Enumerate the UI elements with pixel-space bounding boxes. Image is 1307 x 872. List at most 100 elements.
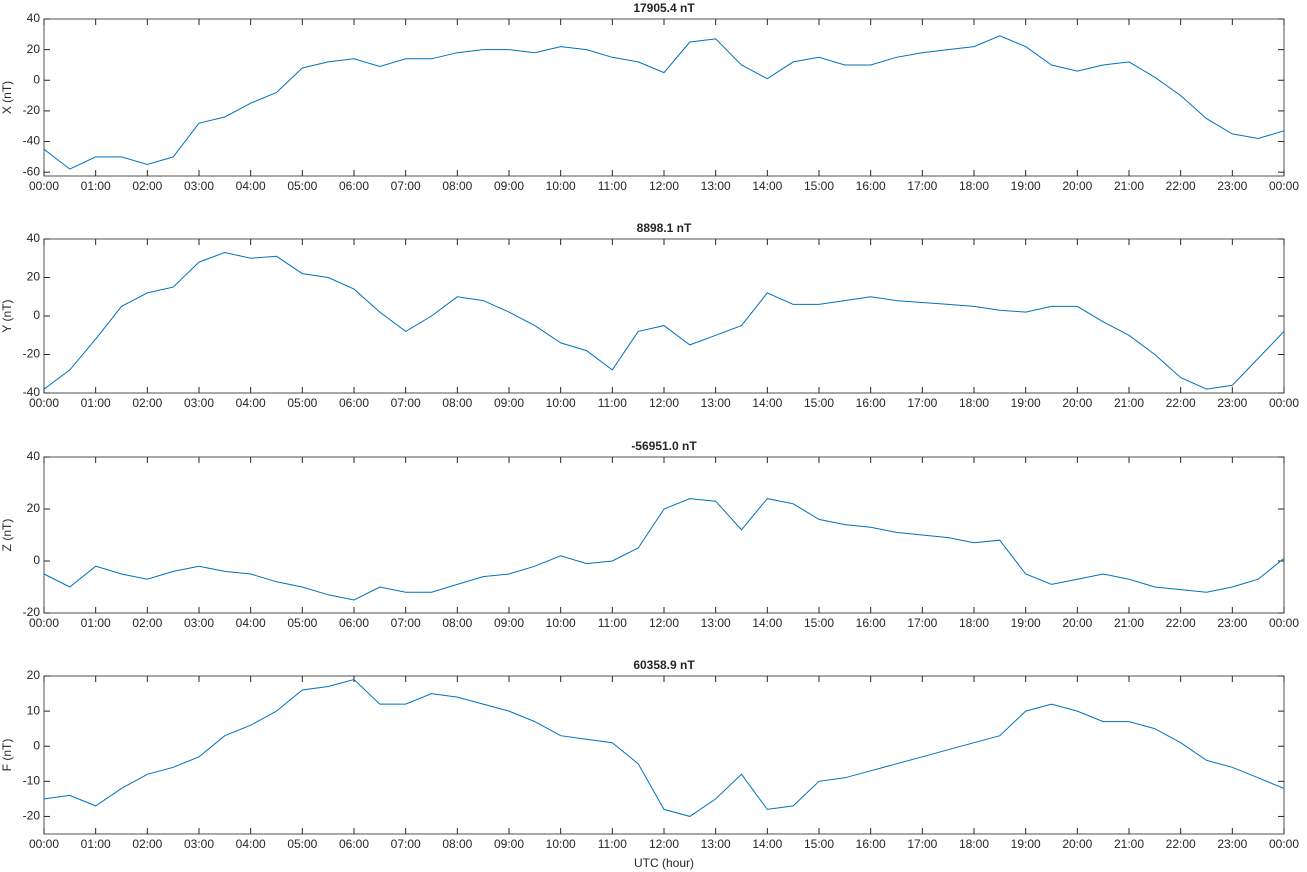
y-tick-label: 0 [33,553,40,567]
x-tick-label: 18:00 [959,396,989,410]
x-tick-label: 15:00 [804,837,834,851]
x-tick-label: 05:00 [287,616,317,630]
x-tick-label: 11:00 [598,396,627,410]
x-tick-label: 16:00 [856,396,886,410]
x-tick-label: 22:00 [1166,616,1196,630]
x-axis-label: UTC (hour) [634,856,694,870]
y-tick-label: -20 [23,103,41,117]
x-tick-label: 06:00 [339,396,369,410]
x-tick-label: 20:00 [1062,179,1092,193]
x-tick-label: 06:00 [339,616,369,630]
x-tick-label: 10:00 [546,396,576,410]
x-tick-label: 01:00 [81,396,111,410]
x-tick-label: 14:00 [752,616,782,630]
x-tick-label: 00:00 [29,396,59,410]
x-tick-label: 13:00 [701,396,731,410]
chart-title: 60358.9 nT [633,658,695,672]
x-tick-label: 19:00 [1011,179,1041,193]
x-tick-label: 01:00 [81,179,111,193]
x-tick-label: 17:00 [907,396,937,410]
x-tick-label: 04:00 [236,616,266,630]
x-tick-label: 02:00 [132,616,162,630]
y-axis-label: F (nT) [0,739,14,772]
x-tick-label: 15:00 [804,616,834,630]
x-tick-label: 00:00 [29,179,59,193]
x-tick-label: 08:00 [442,616,472,630]
data-line [43,35,1285,170]
x-tick-label: 23:00 [1217,396,1247,410]
x-tick-label: 20:00 [1062,616,1092,630]
data-line [43,498,1285,601]
x-tick-label: 07:00 [391,396,421,410]
x-tick-label: 12:00 [649,179,679,193]
x-tick-label: 03:00 [184,396,214,410]
y-tick-label: 0 [33,308,40,322]
x-tick-label: 21:00 [1114,396,1144,410]
x-tick-label: 02:00 [132,179,162,193]
x-tick-label: 19:00 [1011,396,1041,410]
data-line [43,251,1285,390]
x-tick-label: 21:00 [1114,837,1144,851]
x-tick-label: 23:00 [1217,179,1247,193]
x-tick-label: 18:00 [959,616,989,630]
x-tick-label: 00:00 [1269,396,1299,410]
y-axis-label: X (nT) [0,81,14,114]
x-tick-label: 20:00 [1062,837,1092,851]
y-tick-label: -20 [23,347,41,361]
x-tick-label: 03:00 [184,179,214,193]
x-tick-label: 13:00 [701,837,731,851]
x-tick-label: 00:00 [29,616,59,630]
axes-box [43,456,1285,614]
x-tick-label: 03:00 [184,837,214,851]
x-tick-label: 17:00 [907,616,937,630]
axes-box [43,675,1285,835]
x-tick-label: 03:00 [184,616,214,630]
y-tick-label: 20 [27,668,41,682]
y-tick-label: 0 [33,72,40,86]
x-tick-label: 19:00 [1011,616,1041,630]
chart-title: 8898.1 nT [637,221,692,235]
x-tick-label: 18:00 [959,179,989,193]
x-tick-label: 06:00 [339,179,369,193]
x-tick-label: 18:00 [959,837,989,851]
x-tick-label: 16:00 [856,616,886,630]
x-tick-label: 21:00 [1114,179,1144,193]
axes-box [43,238,1285,394]
y-tick-label: 10 [27,703,41,717]
axes-box [43,18,1285,177]
x-tick-label: 04:00 [236,179,266,193]
x-tick-label: 11:00 [598,179,627,193]
x-tick-label: 12:00 [649,837,679,851]
x-tick-label: 05:00 [287,179,317,193]
y-tick-label: -40 [23,134,41,148]
x-tick-label: 13:00 [701,179,731,193]
x-tick-label: 11:00 [598,837,627,851]
x-tick-label: 09:00 [494,837,524,851]
x-tick-label: 11:00 [598,616,627,630]
x-tick-label: 09:00 [494,616,524,630]
y-axis-label: Z (nT) [0,519,14,552]
y-tick-label: -20 [23,809,41,823]
x-tick-label: 22:00 [1166,179,1196,193]
x-tick-label: 01:00 [81,616,111,630]
x-tick-label: 07:00 [391,179,421,193]
x-tick-label: 02:00 [132,837,162,851]
y-tick-label: 20 [27,501,41,515]
x-tick-label: 12:00 [649,396,679,410]
x-tick-label: 19:00 [1011,837,1041,851]
x-tick-label: 14:00 [752,179,782,193]
chart-title: 17905.4 nT [633,1,695,15]
x-tick-label: 16:00 [856,837,886,851]
x-tick-label: 05:00 [287,837,317,851]
x-tick-label: 05:00 [287,396,317,410]
data-line [43,678,1285,817]
y-tick-label: -10 [23,774,41,788]
x-tick-label: 22:00 [1166,837,1196,851]
chart-title: -56951.0 nT [631,439,697,453]
x-tick-label: 01:00 [81,837,111,851]
x-tick-label: 23:00 [1217,616,1247,630]
x-tick-label: 10:00 [546,837,576,851]
x-tick-label: 23:00 [1217,837,1247,851]
x-tick-label: 04:00 [236,837,266,851]
